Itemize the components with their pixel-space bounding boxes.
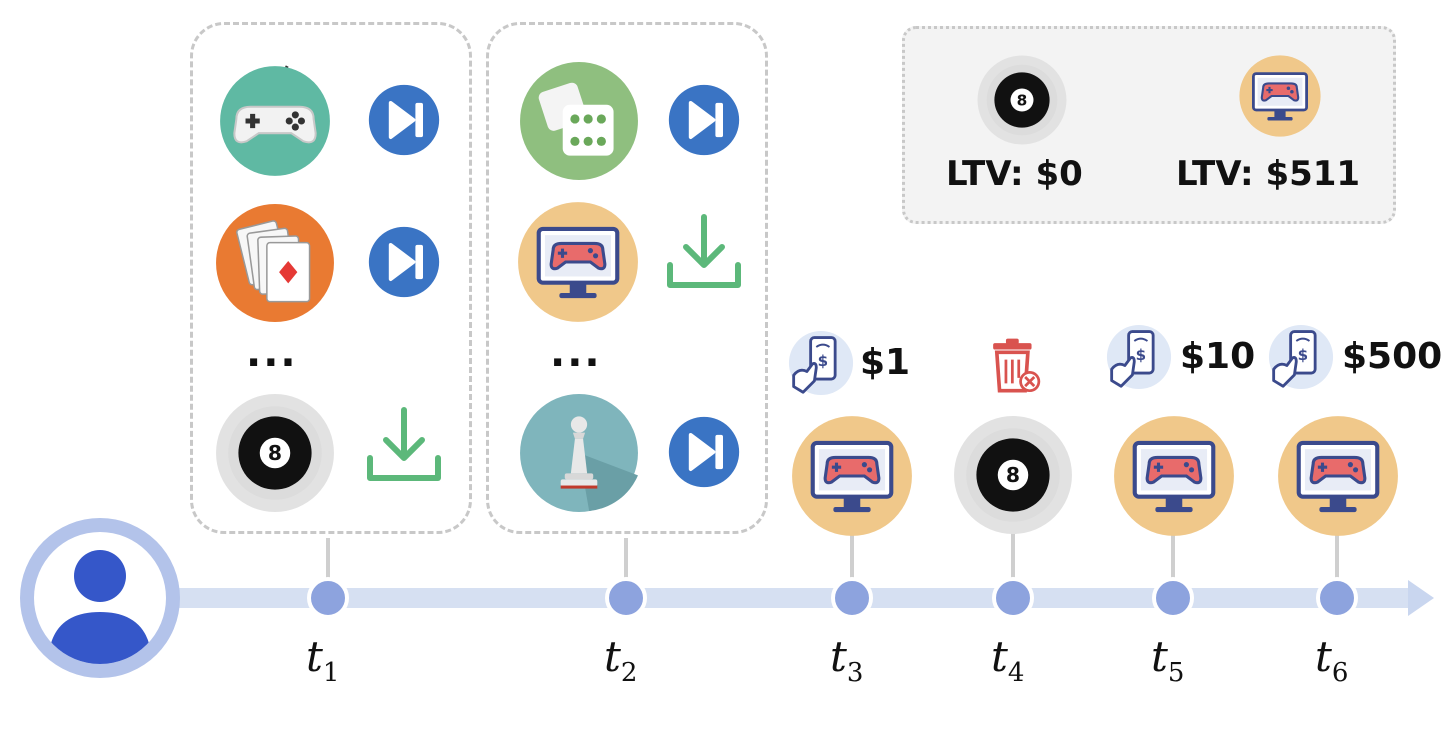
time-label-t3: t3 (830, 632, 864, 688)
ltv-label-monitor: LTV: $511 (1176, 154, 1361, 194)
billiard-8-ball-app-icon (976, 54, 1068, 146)
monitor-game-app-icon (1238, 54, 1322, 138)
timeline-bar (160, 588, 1410, 608)
payment-amount-t5: $10 (1180, 336, 1256, 377)
monitor-game-app-icon (790, 414, 914, 538)
skip-icon (366, 82, 442, 158)
timeline-node-t5 (1152, 577, 1194, 619)
phone-payment-icon (1106, 324, 1172, 390)
chess-pawn-app-icon (518, 392, 640, 514)
ltv-legend (902, 26, 1396, 224)
monitor-game-app-icon (1276, 414, 1400, 538)
user-avatar-icon (20, 518, 180, 678)
timeline-node-t1 (307, 577, 349, 619)
payment-amount-t3: $1 (860, 342, 911, 383)
phone-payment-icon (788, 330, 854, 396)
ellipsis: ... (550, 330, 602, 376)
download-icon (664, 206, 744, 296)
time-label-t1: t1 (306, 632, 340, 688)
time-label-t5: t5 (1151, 632, 1185, 688)
download-icon (364, 404, 444, 484)
ltv-label-ball: LTV: $0 (946, 154, 1083, 194)
timeline-arrowhead (1408, 580, 1434, 616)
time-label-t4: t4 (991, 632, 1025, 688)
timeline-node-t3 (831, 577, 873, 619)
dice-app-icon (518, 60, 640, 182)
cards-app-icon (214, 202, 336, 324)
recommendation-group-t2 (486, 22, 768, 534)
time-label-t6: t6 (1315, 632, 1349, 688)
phone-payment-icon (1268, 324, 1334, 390)
monitor-game-app-icon (1112, 414, 1236, 538)
billiard-8-ball-app-icon (214, 392, 336, 514)
skip-icon (666, 414, 742, 490)
ellipsis: ... (246, 330, 298, 376)
monitor-game-app-icon (516, 200, 640, 324)
timeline-node-t2 (605, 577, 647, 619)
payment-amount-t6: $500 (1342, 336, 1443, 377)
billiard-8-ball-app-icon (952, 414, 1074, 536)
uninstall-trash-icon (984, 334, 1048, 398)
gamepad-app-icon (214, 60, 336, 182)
skip-icon (366, 224, 442, 300)
timeline-node-t6 (1316, 577, 1358, 619)
timeline-node-t4 (992, 577, 1034, 619)
skip-icon (666, 82, 742, 158)
time-label-t2: t2 (604, 632, 638, 688)
recommendation-group-t1 (190, 22, 472, 534)
